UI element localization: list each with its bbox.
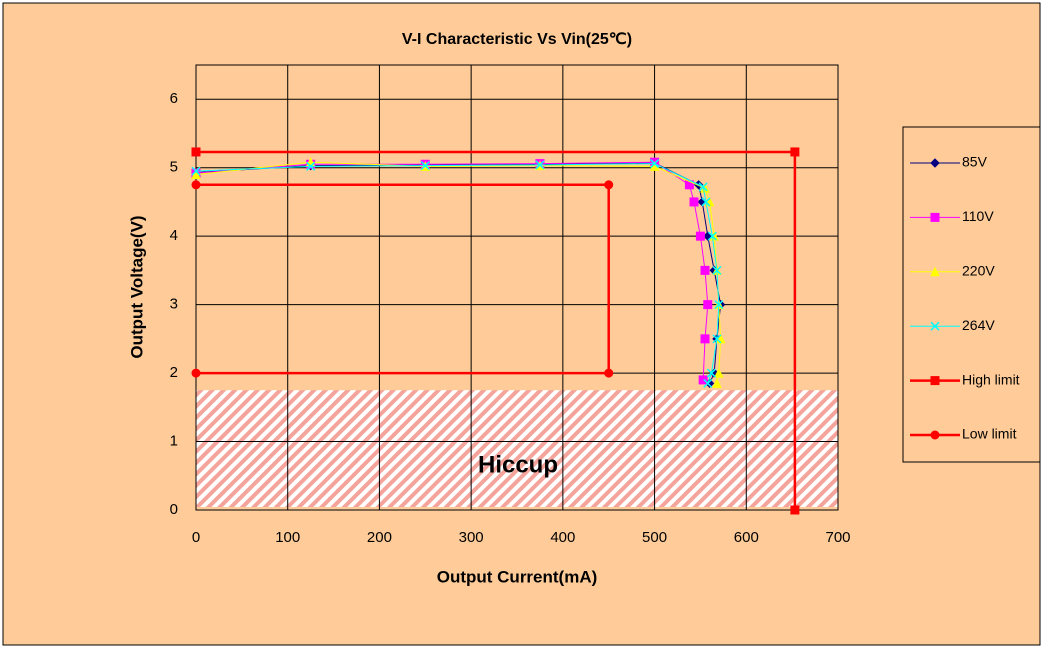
data-point	[790, 147, 800, 157]
data-point	[714, 300, 724, 310]
y-tick-label: 6	[170, 90, 178, 107]
legend-label: Low limit	[962, 426, 1017, 442]
data-point	[604, 180, 614, 190]
data-point	[700, 265, 710, 275]
data-point	[604, 368, 614, 378]
x-tick-label: 200	[367, 529, 392, 546]
data-point	[707, 231, 717, 241]
data-point	[706, 368, 716, 378]
series-line	[196, 183, 610, 375]
data-point	[703, 378, 713, 388]
series-line	[195, 161, 709, 380]
data-point	[191, 368, 201, 378]
legend-label: 264V	[962, 317, 995, 333]
data-point	[698, 375, 708, 385]
x-tick-label: 400	[550, 529, 575, 546]
legend-label: 220V	[962, 263, 995, 279]
y-tick-label: 5	[170, 159, 178, 176]
data-point	[689, 197, 699, 207]
data-point	[191, 169, 201, 180]
y-tick-label: 3	[170, 296, 178, 313]
y-tick-label: 0	[170, 501, 178, 518]
x-tick-label: 100	[275, 529, 300, 546]
chart-title: V-I Characteristic Vs Vin(25℃)	[402, 31, 632, 48]
plot-border	[195, 64, 839, 511]
x-tick-label: 700	[825, 529, 850, 546]
y-tick-label: 1	[170, 433, 178, 450]
data-point	[306, 161, 316, 171]
data-point	[191, 147, 201, 157]
data-point	[703, 300, 713, 310]
data-point	[712, 334, 722, 344]
y-tick-label: 2	[170, 364, 178, 381]
legend-marker	[930, 158, 940, 168]
legend-marker	[930, 376, 940, 386]
legend-label: 110V	[962, 208, 994, 224]
legend-box	[902, 126, 1041, 463]
data-point	[695, 231, 705, 241]
data-point	[191, 180, 201, 190]
data-point	[700, 334, 710, 344]
data-point	[191, 166, 201, 176]
x-tick-label: 0	[192, 529, 200, 546]
data-point	[535, 160, 545, 170]
hiccup-label: Hiccup	[478, 451, 558, 478]
data-point	[712, 265, 722, 275]
x-tick-label: 600	[734, 529, 759, 546]
data-point	[790, 505, 800, 515]
data-point	[701, 197, 711, 207]
x-axis-label: Output Current(mA)	[437, 567, 598, 586]
data-point	[698, 182, 708, 192]
legend-label: 85V	[962, 154, 988, 170]
x-tick-label: 500	[642, 529, 667, 546]
legend-label: High limit	[962, 371, 1020, 387]
data-point	[713, 367, 724, 378]
y-axis-label: Output Voltage(V)	[127, 215, 146, 358]
legend-marker	[930, 321, 940, 331]
data-point	[650, 159, 660, 169]
data-point	[712, 378, 722, 388]
legend-marker	[930, 212, 940, 222]
legend-marker	[930, 430, 940, 440]
legend-marker	[930, 266, 940, 277]
y-tick-label: 4	[170, 227, 178, 244]
data-point	[420, 161, 430, 171]
hiccup-region	[196, 390, 838, 507]
x-tick-label: 300	[459, 529, 484, 546]
